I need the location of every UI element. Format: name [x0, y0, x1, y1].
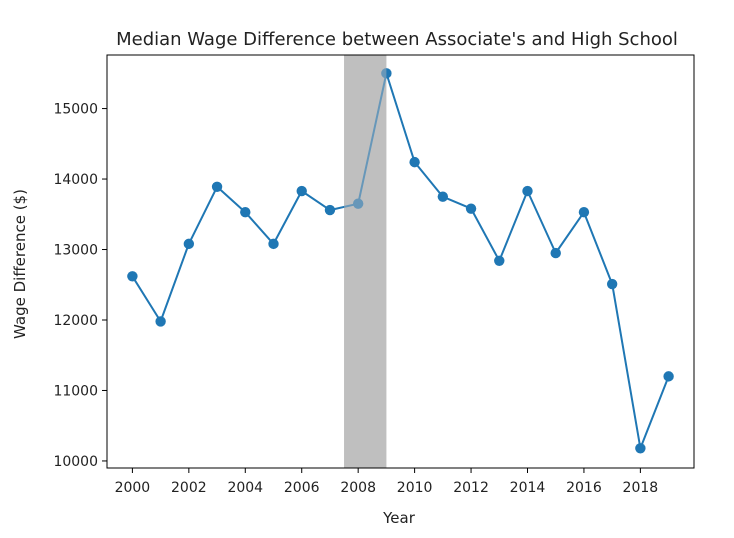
plot-frame	[106, 54, 695, 469]
x-tick-label: 2012	[453, 480, 489, 496]
data-point	[437, 191, 449, 202]
data-point	[494, 255, 505, 266]
x-tick-label: 2018	[623, 480, 659, 496]
data-point	[352, 198, 364, 209]
y-tick-label: 15000	[53, 102, 98, 118]
y-tick-label: 13000	[53, 243, 98, 259]
y-tick-label: 11000	[53, 383, 98, 399]
x-tick-label: 2000	[115, 480, 151, 496]
data-point	[296, 185, 307, 197]
data-point	[409, 156, 420, 168]
y-tick-label: 12000	[53, 313, 98, 329]
data-point	[465, 203, 477, 214]
data-point	[663, 371, 674, 382]
data-point	[155, 316, 166, 327]
data-point	[381, 68, 392, 79]
data-point	[522, 185, 533, 197]
data-point	[606, 278, 618, 290]
shaded-region	[344, 55, 387, 468]
y-tick-label: 14000	[53, 172, 98, 188]
series-line	[131, 72, 670, 450]
x-tick-label: 2002	[171, 480, 207, 496]
data-point	[578, 206, 590, 218]
x-tick-label: 2016	[566, 480, 602, 496]
data-point	[324, 204, 336, 216]
x-tick-label: 2008	[340, 480, 376, 496]
data-point	[550, 247, 561, 259]
data-point	[127, 271, 138, 282]
data-point	[268, 238, 279, 250]
chart-title: Median Wage Difference between Associate…	[116, 29, 678, 50]
y-axis-label: Wage Difference ($)	[11, 189, 29, 339]
data-point	[635, 443, 646, 454]
data-point	[211, 181, 223, 192]
y-tick-label: 10000	[53, 454, 98, 470]
data-point	[183, 238, 195, 250]
x-tick-label: 2010	[397, 480, 433, 496]
x-tick-label: 2004	[227, 480, 263, 496]
x-tick-label: 2014	[510, 480, 546, 496]
data-point	[240, 206, 251, 218]
x-axis-label: Year	[382, 509, 416, 527]
shaded-region-overlay	[344, 55, 387, 468]
x-tick-label: 2006	[284, 480, 320, 496]
plot-area: 2000 2002 2004 2006 2008 2010 2012 2014 2016 2018…	[53, 54, 695, 496]
